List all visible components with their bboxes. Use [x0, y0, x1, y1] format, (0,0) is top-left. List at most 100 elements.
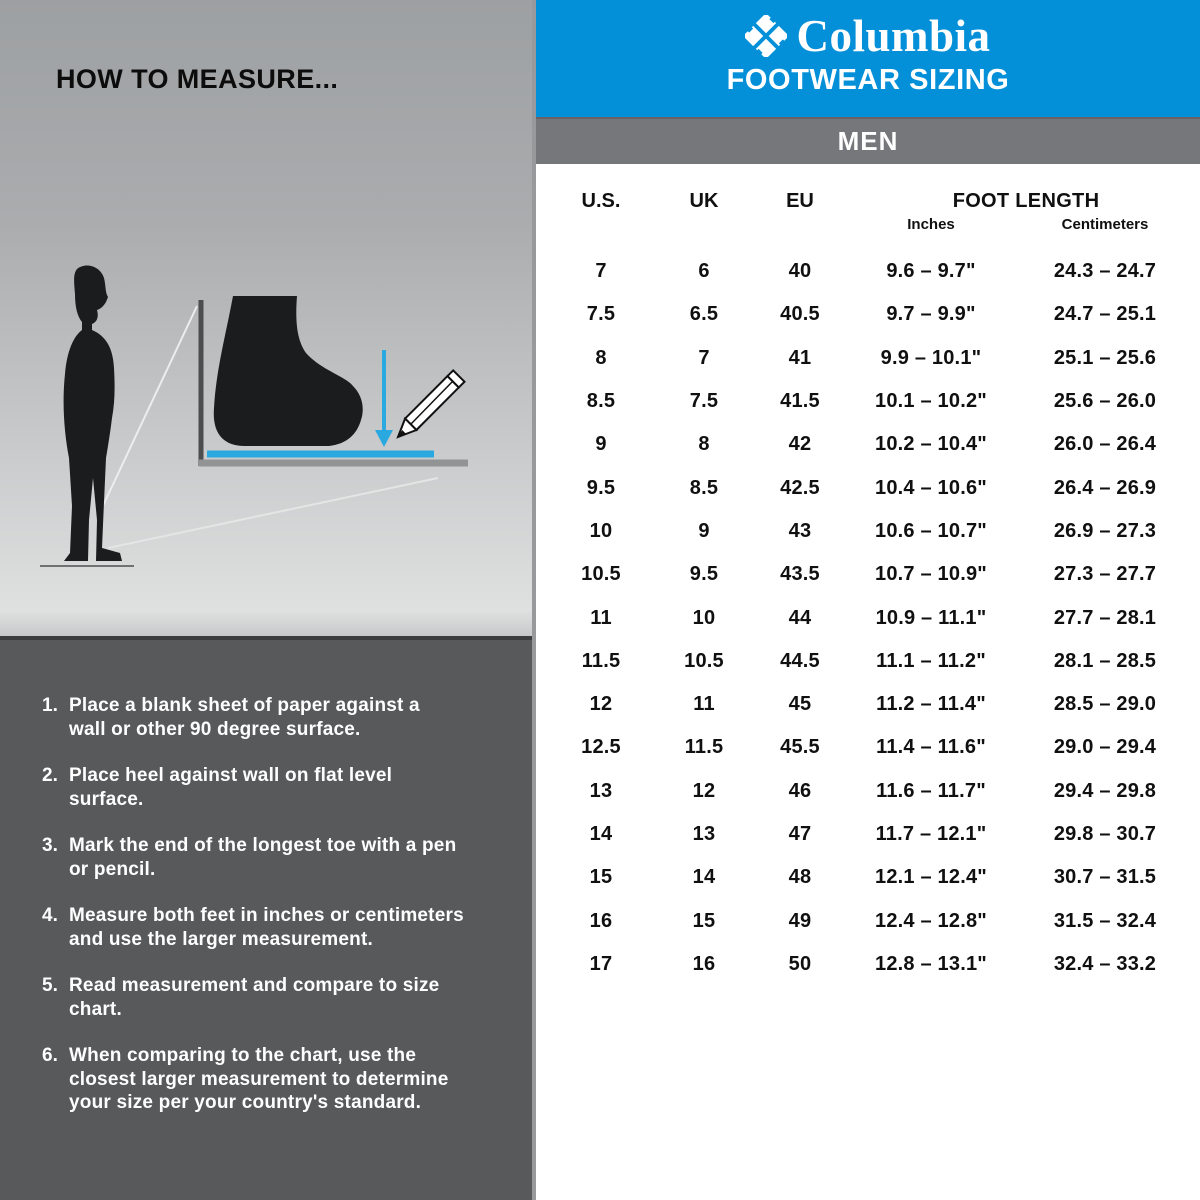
section-header-men: MEN	[536, 117, 1200, 164]
measure-arrow	[375, 350, 393, 447]
brand-row: Columbia	[536, 0, 1200, 60]
column-subheader-centimeters: Centimeters	[1061, 216, 1149, 233]
size-cell-eu: 48	[788, 866, 812, 889]
size-cell-us: 11	[590, 606, 612, 629]
size-cell-us: 12	[589, 693, 613, 716]
column-header-uk: UK	[689, 189, 719, 212]
size-cell-eu: 42.5	[780, 476, 820, 499]
standing-person-silhouette	[63, 265, 122, 561]
size-cell-cm: 26.9 – 27.3	[1053, 519, 1157, 542]
size-cell-eu: 46	[788, 779, 812, 802]
size-cell-us: 8.5	[586, 390, 616, 413]
size-cell-cm: 30.7 – 31.5	[1053, 866, 1157, 889]
size-cell-us: 10	[589, 519, 613, 542]
size-cell-cm: 26.4 – 26.9	[1053, 476, 1157, 499]
size-cell-cm: 27.3 – 27.7	[1053, 563, 1157, 586]
zoom-line	[107, 477, 439, 549]
sizing-table: U.S. UK EU FOOT LENGTH Inches Centimeter…	[536, 164, 1200, 1200]
size-cell-cm: 29.4 – 29.8	[1053, 779, 1157, 802]
instruction-number: 4.	[42, 905, 58, 926]
instruction-text: Place heel against wall on flat level su…	[69, 765, 393, 810]
size-cell-us: 9.5	[586, 476, 616, 499]
size-cell-inches: 10.2 – 10.4"	[875, 433, 987, 456]
illustration-area: HOW TO MEASURE...	[0, 0, 532, 640]
size-cell-eu: 45.5	[780, 736, 820, 759]
size-cell-inches: 12.1 – 12.4"	[875, 866, 987, 889]
size-cell-inches: 11.2 – 11.4"	[876, 693, 986, 716]
size-cell-inches: 9.7 – 9.9"	[886, 303, 976, 326]
size-cell-us: 15	[589, 866, 613, 889]
pencil-icon	[396, 368, 466, 439]
size-cell-cm: 27.7 – 28.1	[1053, 606, 1157, 629]
size-cell-uk: 6	[698, 260, 710, 283]
size-cell-cm: 26.0 – 26.4	[1053, 433, 1157, 456]
size-cell-eu: 43	[788, 519, 812, 542]
how-to-measure-title: HOW TO MEASURE...	[56, 64, 339, 94]
size-cell-uk: 7	[698, 346, 710, 369]
size-cell-uk: 14	[692, 866, 716, 889]
size-cell-us: 12.5	[581, 736, 621, 759]
instruction-number: 6.	[42, 1045, 58, 1066]
size-cell-us: 11.5	[581, 649, 621, 672]
size-cell-uk: 11	[693, 693, 715, 716]
size-cell-inches: 11.7 – 12.1"	[875, 823, 987, 845]
instruction-item: 5. Read measurement and compare to size c…	[42, 974, 506, 1021]
size-cell-inches: 10.1 – 10.2"	[875, 390, 987, 413]
instruction-text: Measure both feet in inches or centimete…	[69, 905, 464, 950]
size-cell-inches: 10.9 – 11.1"	[875, 606, 987, 629]
instruction-item: 6. When comparing to the chart, use the c…	[42, 1044, 506, 1115]
size-cell-inches: 10.4 – 10.6"	[875, 476, 987, 499]
size-cell-inches: 9.9 – 10.1"	[880, 346, 982, 369]
size-cell-uk: 11.5	[684, 736, 724, 759]
size-cell-eu: 40.5	[780, 303, 820, 326]
size-cell-uk: 8	[698, 433, 710, 456]
instruction-item: 2. Place heel against wall on flat level …	[42, 764, 506, 811]
size-cell-cm: 25.1 – 25.6	[1053, 346, 1157, 369]
size-cell-eu: 43.5	[780, 563, 820, 586]
column-header-foot-length: FOOT LENGTH	[952, 189, 1100, 212]
size-cell-eu: 45	[788, 693, 812, 716]
size-cell-inches: 12.8 – 13.1"	[875, 952, 987, 975]
size-cell-inches: 11.4 – 11.6"	[876, 736, 986, 759]
instruction-text: Place a blank sheet of paper against a w…	[69, 695, 420, 740]
size-cell-inches: 10.6 – 10.7"	[875, 519, 987, 542]
size-cell-us: 13	[589, 779, 613, 802]
size-cell-us: 16	[589, 909, 613, 932]
how-to-measure-panel: HOW TO MEASURE...	[0, 0, 536, 1200]
instruction-item: 4. Measure both feet in inches or centime…	[42, 904, 506, 951]
columbia-logo-icon	[745, 15, 788, 57]
size-cell-uk: 7.5	[689, 390, 719, 413]
column-header-us: U.S.	[581, 189, 621, 212]
size-cell-eu: 50	[788, 952, 812, 975]
size-cell-eu: 41	[788, 346, 812, 369]
size-cell-cm: 28.5 – 29.0	[1053, 693, 1157, 716]
brand-header: Columbia FOOTWEAR SIZING	[536, 0, 1200, 117]
size-cell-us: 10.5	[581, 563, 621, 586]
instruction-number: 2.	[42, 765, 58, 786]
size-cell-uk: 10	[692, 606, 716, 629]
measuring-illustration	[40, 265, 468, 567]
size-cell-us: 9	[595, 433, 607, 456]
instruction-text: When comparing to the chart, use the clo…	[69, 1045, 449, 1113]
sizing-table-head: U.S. UK EU FOOT LENGTH Inches Centimeter…	[542, 186, 1200, 240]
size-cell-eu: 42	[788, 433, 812, 456]
size-cell-uk: 13	[692, 823, 716, 845]
instruction-number: 5.	[42, 975, 58, 996]
size-cell-us: 14	[589, 823, 613, 845]
size-cell-cm: 28.1 – 28.5	[1053, 649, 1157, 672]
brand-name: Columbia	[796, 10, 991, 61]
zoom-line	[99, 305, 198, 513]
size-cell-uk: 8.5	[689, 476, 719, 499]
size-cell-eu: 41.5	[780, 390, 820, 413]
column-subheader-inches: Inches	[907, 216, 955, 233]
size-cell-cm: 29.0 – 29.4	[1053, 736, 1157, 759]
column-header-eu: EU	[786, 189, 814, 212]
size-cell-cm: 25.6 – 26.0	[1053, 390, 1157, 413]
size-cell-uk: 15	[692, 909, 716, 932]
foot-silhouette	[213, 296, 363, 446]
size-cell-inches: 11.6 – 11.7"	[876, 779, 986, 802]
size-cell-cm: 24.3 – 24.7	[1053, 260, 1157, 283]
size-cell-eu: 49	[788, 909, 812, 932]
instruction-number: 1.	[42, 695, 58, 716]
